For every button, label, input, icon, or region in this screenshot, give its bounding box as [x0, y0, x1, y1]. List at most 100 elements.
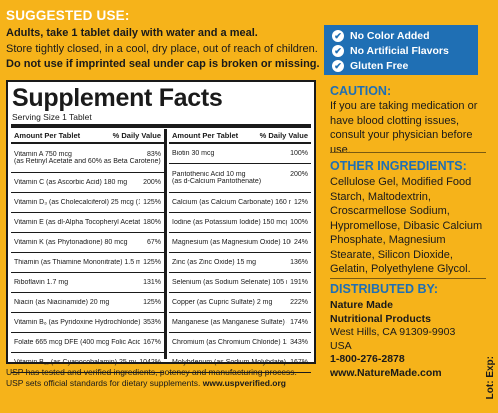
check-icon: ✔ [332, 29, 344, 42]
nutrient-name: Magnesium (as Magnesium Oxide) 100 mg [172, 239, 291, 246]
daily-value: 167% [143, 339, 161, 346]
section-divider [330, 152, 486, 153]
nutrient-row: Iodine (as Potassium Iodide) 150 mcg 100% [169, 213, 311, 233]
daily-value: 174% [290, 319, 308, 326]
right-panel: ✔ No Color Added ✔ No Artificial Flavors ✔… [324, 0, 498, 413]
claim-label: Gluten Free [350, 59, 409, 72]
amount-header: Amount Per Tablet [172, 131, 239, 140]
nutrient-row: Niacin (as Niacinamide) 20 mg 125% [11, 293, 164, 313]
nutrient-row: Thiamin (as Thiamine Mononitrate) 1.5 mg… [11, 253, 164, 273]
claim-item: ✔ Gluten Free [332, 58, 478, 73]
distributed-by-heading: DISTRIBUTED BY: [330, 282, 439, 296]
nutrient-row: Vitamin B₆ (as Pyridoxine Hydrochloride)… [11, 313, 164, 333]
nutrient-name: Vitamin B₆ (as Pyridoxine Hydrochloride)… [14, 319, 141, 326]
nutrient-row: Riboflavin 1.7 mg 131% [11, 273, 164, 293]
nutrient-name: Vitamin E (as dl-Alpha Tocopheryl Acetat… [14, 219, 141, 226]
daily-value: 24% [293, 239, 308, 246]
usage-line: Do not use if imprinted seal under cap i… [6, 58, 320, 70]
daily-value: 353% [143, 319, 161, 326]
nutrient-name: Copper (as Cupric Sulfate) 2 mg [172, 299, 273, 306]
facts-column-header: Amount Per Tablet % Daily Value [11, 129, 164, 144]
usp-text: USP sets official standards for dietary … [6, 378, 201, 388]
nutrient-name: Biotin 30 mcg [172, 150, 215, 157]
nutrient-name: Folate 665 mcg DFE (400 mcg Folic Acid) [14, 339, 141, 346]
facts-column-left: Amount Per Tablet % Daily Value Vitamin … [11, 129, 167, 373]
other-ingredients-heading: OTHER INGREDIENTS: [330, 159, 467, 173]
caution-heading: CAUTION: [330, 84, 392, 98]
check-icon: ✔ [332, 59, 344, 72]
nutrient-row: Vitamin B₁₂ (as Cyanocobalamin) 25 mcg 10… [11, 353, 164, 373]
nutrient-row: Magnesium (as Magnesium Oxide) 100 mg24% [169, 233, 311, 253]
nutrient-name: Manganese (as Manganese Sulfate) 4 mg [172, 319, 287, 326]
nutrient-row: Molybdenum (as Sodium Molybdate) 75 mcg1… [169, 353, 311, 373]
distributor-name: Nutritional Products [330, 312, 431, 325]
daily-value: 200% [143, 179, 161, 186]
claim-label: No Color Added [350, 29, 430, 42]
left-panel: SUGGESTED USE: Adults, take 1 tablet dai… [6, 0, 320, 413]
nutrient-row: Calcium (as Calcium Carbonate) 160 mg 12% [169, 193, 311, 213]
serving-size: Serving Size 1 Tablet [12, 112, 92, 122]
daily-value: 83% [146, 151, 161, 158]
nutrient-name: Selenium (as Sodium Selenate) 105 mcg [172, 279, 288, 286]
daily-value: 136% [290, 259, 308, 266]
facts-rows-right: Biotin 30 mcg 100% Pantothenic Acid 10 mg 2… [169, 144, 311, 373]
daily-value: 125% [143, 299, 161, 306]
daily-value: 167% [290, 359, 308, 366]
daily-value: 100% [290, 150, 308, 157]
check-icon: ✔ [332, 44, 344, 57]
nutrient-row: Vitamin A 750 mcg 83% (as Retinyl Acetate … [11, 144, 164, 173]
usage-line: Adults, take 1 tablet daily with water a… [6, 27, 258, 39]
caution-text: If you are taking medication or have blo… [330, 100, 478, 156]
daily-value: 67% [146, 239, 161, 246]
daily-value: 222% [290, 299, 308, 306]
nutrient-row: Vitamin D₃ (as Cholecalciferol) 25 mcg (… [11, 193, 164, 213]
nutrient-name: Vitamin C (as Ascorbic Acid) 180 mg [14, 179, 128, 186]
claim-item: ✔ No Artificial Flavors [332, 43, 478, 58]
nutrient-name: Vitamin A 750 mcg [14, 151, 72, 158]
usp-line: USP has tested and verified ingredients,… [6, 367, 297, 377]
daily-value: 191% [290, 279, 308, 286]
nutrient-name: Riboflavin 1.7 mg [14, 279, 69, 286]
nutrient-name: Vitamin B₁₂ (as Cyanocobalamin) 25 mcg [14, 359, 137, 366]
dv-header: % Daily Value [259, 131, 308, 140]
facts-rows-left: Vitamin A 750 mcg 83% (as Retinyl Acetate … [11, 144, 164, 373]
claims-badge-box: ✔ No Color Added ✔ No Artificial Flavors ✔… [324, 25, 478, 75]
distributor-country: USA [330, 339, 352, 352]
usp-link[interactable]: www.uspverified.org [202, 378, 287, 388]
nutrient-row: Vitamin K (as Phytonadione) 80 mcg 67% [11, 233, 164, 253]
nutrient-name: Niacin (as Niacinamide) 20 mg [14, 299, 110, 306]
daily-value: 12% [293, 199, 308, 206]
nutrient-row: Selenium (as Sodium Selenate) 105 mcg 191… [169, 273, 311, 293]
nutrient-row: Vitamin C (as Ascorbic Acid) 180 mg 200% [11, 173, 164, 193]
nutrient-name: Vitamin D₃ (as Cholecalciferol) 25 mcg (… [14, 199, 141, 206]
daily-value: 1042% [139, 359, 161, 366]
supplement-facts-title: Supplement Facts [12, 84, 223, 112]
nutrient-name: Pantothenic Acid 10 mg [172, 171, 246, 178]
nutrient-name: Zinc (as Zinc Oxide) 15 mg [172, 259, 257, 266]
nutrient-name: Thiamin (as Thiamine Mononitrate) 1.5 mg [14, 259, 141, 266]
daily-value: 125% [143, 259, 161, 266]
supplement-facts-panel: Supplement Facts Serving Size 1 Tablet A… [6, 80, 316, 373]
lot-exp-label: Lot: Exp: [485, 355, 496, 399]
nutrient-source: (as d-Calcium Pantothenate) [172, 178, 262, 185]
claim-label: No Artificial Flavors [350, 44, 449, 57]
nutrient-name: Molybdenum (as Sodium Molybdate) 75 mcg [172, 359, 287, 366]
daily-value: 200% [290, 171, 308, 178]
nutrient-name: Calcium (as Calcium Carbonate) 160 mg [172, 199, 291, 206]
nutrient-row: Chromium (as Chromium Chloride) 120 mcg3… [169, 333, 311, 353]
daily-value: 100% [290, 219, 308, 226]
distributor-website[interactable]: www.NatureMade.com [330, 366, 442, 379]
suggested-use-text: Adults, take 1 tablet daily with water a… [6, 26, 320, 73]
nutrient-row: Pantothenic Acid 10 mg 200% (as d-Calcium … [169, 164, 311, 193]
distributor-phone: 1-800-276-2878 [330, 353, 405, 365]
nutrient-row: Vitamin E (as dl-Alpha Tocopheryl Acetat… [11, 213, 164, 233]
nutrient-row: Copper (as Cupric Sulfate) 2 mg 222% [169, 293, 311, 313]
amount-header: Amount Per Tablet [14, 131, 81, 140]
nutrient-name: Iodine (as Potassium Iodide) 150 mcg [172, 219, 288, 226]
suggested-use-heading: SUGGESTED USE: [6, 8, 130, 23]
distributor-name: Nature Made [330, 299, 394, 311]
daily-value: 131% [143, 279, 161, 286]
nutrient-name: Chromium (as Chromium Chloride) 120 mcg [172, 339, 287, 346]
nutrient-row: Biotin 30 mcg 100% [169, 144, 311, 164]
distributor-info: Nature Made Nutritional Products West Hi… [330, 299, 470, 380]
